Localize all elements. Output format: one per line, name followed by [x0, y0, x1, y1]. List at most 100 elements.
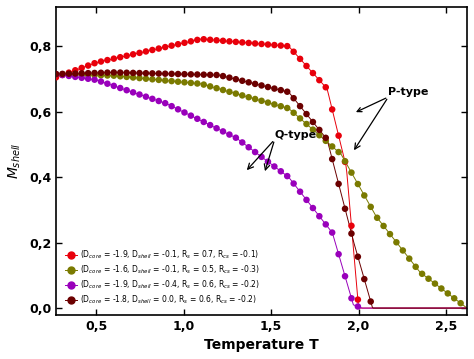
- (D$_{core}$ = -1.8, D$_{shell}$ = 0.0, R$_s$ = 0.6, R$_{cs}$ = -0.2): [78, 70, 85, 76]
- (D$_{core}$ = -1.9, D$_{shell}$ = -0.1, R$_s$ = 0.7, R$_{cs}$ = -0.1): [174, 41, 182, 47]
- (D$_{core}$ = -1.8, D$_{shell}$ = 0.0, R$_s$ = 0.6, R$_{cs}$ = -0.2): [148, 70, 156, 76]
- (D$_{core}$ = -1.8, D$_{shell}$ = 0.0, R$_s$ = 0.6, R$_{cs}$ = -0.2): [347, 231, 355, 237]
- (D$_{core}$ = -1.8, D$_{shell}$ = 0.0, R$_s$ = 0.6, R$_{cs}$ = -0.2): [361, 276, 368, 282]
- (D$_{core}$ = -1.8, D$_{shell}$ = 0.0, R$_s$ = 0.6, R$_{cs}$ = -0.2): [142, 70, 150, 76]
- (D$_{core}$ = -1.8, D$_{shell}$ = 0.0, R$_s$ = 0.6, R$_{cs}$ = -0.2): [226, 75, 233, 80]
- (D$_{core}$ = -1.9, D$_{shell}$ = -0.1, R$_s$ = 0.7, R$_{cs}$ = -0.1): [97, 59, 105, 64]
- (D$_{core}$ = -1.9, D$_{shell}$ = -0.4, R$_s$ = 0.6, R$_{cs}$ = -0.2): [136, 92, 143, 97]
- (D$_{core}$ = -1.8, D$_{shell}$ = 0.0, R$_s$ = 0.6, R$_{cs}$ = -0.2): [65, 71, 73, 76]
- (D$_{core}$ = -1.6, D$_{shell}$ = -0.1, R$_s$ = 0.5, R$_{cs}$ = -0.3): [367, 204, 374, 210]
- (D$_{core}$ = -1.6, D$_{shell}$ = -0.1, R$_s$ = 0.5, R$_{cs}$ = -0.3): [380, 223, 387, 229]
- (D$_{core}$ = -1.6, D$_{shell}$ = -0.1, R$_s$ = 0.5, R$_{cs}$ = -0.3): [354, 181, 362, 187]
- (D$_{core}$ = -1.8, D$_{shell}$ = 0.0, R$_s$ = 0.6, R$_{cs}$ = -0.2): [316, 127, 323, 133]
- (D$_{core}$ = -1.8, D$_{shell}$ = 0.0, R$_s$ = 0.6, R$_{cs}$ = -0.2): [264, 84, 272, 90]
- (D$_{core}$ = -1.8, D$_{shell}$ = 0.0, R$_s$ = 0.6, R$_{cs}$ = -0.2): [59, 71, 66, 77]
- (D$_{core}$ = -1.9, D$_{shell}$ = -0.4, R$_s$ = 0.6, R$_{cs}$ = -0.2): [296, 189, 304, 195]
- (D$_{core}$ = -1.6, D$_{shell}$ = -0.1, R$_s$ = 0.5, R$_{cs}$ = -0.3): [457, 300, 465, 306]
- (D$_{core}$ = -1.6, D$_{shell}$ = -0.1, R$_s$ = 0.5, R$_{cs}$ = -0.3): [72, 72, 79, 78]
- (D$_{core}$ = -1.8, D$_{shell}$ = 0.0, R$_s$ = 0.6, R$_{cs}$ = -0.2): [187, 71, 195, 77]
- (D$_{core}$ = -1.9, D$_{shell}$ = -0.1, R$_s$ = 0.7, R$_{cs}$ = -0.1): [72, 67, 79, 73]
- (D$_{core}$ = -1.6, D$_{shell}$ = -0.1, R$_s$ = 0.5, R$_{cs}$ = -0.3): [110, 73, 118, 79]
- (D$_{core}$ = -1.6, D$_{shell}$ = -0.1, R$_s$ = 0.5, R$_{cs}$ = -0.3): [361, 192, 368, 198]
- (D$_{core}$ = -1.6, D$_{shell}$ = -0.1, R$_s$ = 0.5, R$_{cs}$ = -0.3): [341, 158, 349, 164]
- (D$_{core}$ = -1.9, D$_{shell}$ = -0.1, R$_s$ = 0.7, R$_{cs}$ = -0.1): [238, 39, 246, 45]
- (D$_{core}$ = -1.8, D$_{shell}$ = 0.0, R$_s$ = 0.6, R$_{cs}$ = -0.2): [290, 95, 298, 101]
- (D$_{core}$ = -1.9, D$_{shell}$ = -0.4, R$_s$ = 0.6, R$_{cs}$ = -0.2): [226, 132, 233, 137]
- (D$_{core}$ = -1.6, D$_{shell}$ = -0.1, R$_s$ = 0.5, R$_{cs}$ = -0.3): [187, 80, 195, 86]
- (D$_{core}$ = -1.9, D$_{shell}$ = -0.4, R$_s$ = 0.6, R$_{cs}$ = -0.2): [309, 205, 317, 211]
- (D$_{core}$ = -1.9, D$_{shell}$ = -0.4, R$_s$ = 0.6, R$_{cs}$ = -0.2): [341, 273, 349, 279]
- (D$_{core}$ = -1.8, D$_{shell}$ = 0.0, R$_s$ = 0.6, R$_{cs}$ = -0.2): [283, 89, 291, 94]
- (D$_{core}$ = -1.6, D$_{shell}$ = -0.1, R$_s$ = 0.5, R$_{cs}$ = -0.3): [444, 290, 452, 296]
- Legend: (D$_{core}$ = -1.9, D$_{shell}$ = -0.1, R$_s$ = 0.7, R$_{cs}$ = -0.1), (D$_{core: (D$_{core}$ = -1.9, D$_{shell}$ = -0.1, …: [64, 247, 261, 308]
- (D$_{core}$ = -1.9, D$_{shell}$ = -0.1, R$_s$ = 0.7, R$_{cs}$ = -0.1): [316, 77, 323, 83]
- (D$_{core}$ = -1.6, D$_{shell}$ = -0.1, R$_s$ = 0.5, R$_{cs}$ = -0.3): [405, 256, 413, 261]
- (D$_{core}$ = -1.8, D$_{shell}$ = 0.0, R$_s$ = 0.6, R$_{cs}$ = -0.2): [168, 71, 175, 77]
- Text: P-type: P-type: [388, 87, 428, 97]
- (D$_{core}$ = -1.6, D$_{shell}$ = -0.1, R$_s$ = 0.5, R$_{cs}$ = -0.3): [399, 248, 407, 253]
- (D$_{core}$ = -1.6, D$_{shell}$ = -0.1, R$_s$ = 0.5, R$_{cs}$ = -0.3): [328, 144, 336, 149]
- (D$_{core}$ = -1.6, D$_{shell}$ = -0.1, R$_s$ = 0.5, R$_{cs}$ = -0.3): [78, 72, 85, 78]
- (D$_{core}$ = -1.9, D$_{shell}$ = -0.4, R$_s$ = 0.6, R$_{cs}$ = -0.2): [303, 197, 310, 203]
- (D$_{core}$ = -1.9, D$_{shell}$ = -0.4, R$_s$ = 0.6, R$_{cs}$ = -0.2): [155, 98, 163, 104]
- (D$_{core}$ = -1.9, D$_{shell}$ = -0.1, R$_s$ = 0.7, R$_{cs}$ = -0.1): [91, 60, 98, 66]
- (D$_{core}$ = -1.9, D$_{shell}$ = -0.4, R$_s$ = 0.6, R$_{cs}$ = -0.2): [258, 154, 265, 160]
- (D$_{core}$ = -1.8, D$_{shell}$ = 0.0, R$_s$ = 0.6, R$_{cs}$ = -0.2): [110, 70, 118, 75]
- (D$_{core}$ = -1.6, D$_{shell}$ = -0.1, R$_s$ = 0.5, R$_{cs}$ = -0.3): [219, 87, 227, 93]
- (D$_{core}$ = -1.6, D$_{shell}$ = -0.1, R$_s$ = 0.5, R$_{cs}$ = -0.3): [238, 93, 246, 98]
- (D$_{core}$ = -1.9, D$_{shell}$ = -0.4, R$_s$ = 0.6, R$_{cs}$ = -0.2): [168, 103, 175, 109]
- (D$_{core}$ = -1.9, D$_{shell}$ = -0.1, R$_s$ = 0.7, R$_{cs}$ = -0.1): [219, 38, 227, 44]
- (D$_{core}$ = -1.9, D$_{shell}$ = -0.4, R$_s$ = 0.6, R$_{cs}$ = -0.2): [123, 87, 130, 93]
- (D$_{core}$ = -1.8, D$_{shell}$ = 0.0, R$_s$ = 0.6, R$_{cs}$ = -0.2): [238, 78, 246, 84]
- (D$_{core}$ = -1.6, D$_{shell}$ = -0.1, R$_s$ = 0.5, R$_{cs}$ = -0.3): [335, 149, 342, 155]
- (D$_{core}$ = -1.9, D$_{shell}$ = -0.1, R$_s$ = 0.7, R$_{cs}$ = -0.1): [129, 51, 137, 57]
- (D$_{core}$ = -1.9, D$_{shell}$ = -0.1, R$_s$ = 0.7, R$_{cs}$ = -0.1): [232, 39, 240, 45]
- (D$_{core}$ = -1.6, D$_{shell}$ = -0.1, R$_s$ = 0.5, R$_{cs}$ = -0.3): [347, 170, 355, 176]
- (D$_{core}$ = -1.9, D$_{shell}$ = -0.4, R$_s$ = 0.6, R$_{cs}$ = -0.2): [271, 164, 278, 169]
- (D$_{core}$ = -1.9, D$_{shell}$ = -0.4, R$_s$ = 0.6, R$_{cs}$ = -0.2): [213, 125, 220, 131]
- (D$_{core}$ = -1.8, D$_{shell}$ = 0.0, R$_s$ = 0.6, R$_{cs}$ = -0.2): [213, 72, 220, 78]
- (D$_{core}$ = -1.6, D$_{shell}$ = -0.1, R$_s$ = 0.5, R$_{cs}$ = -0.3): [193, 81, 201, 87]
- (D$_{core}$ = -1.9, D$_{shell}$ = -0.4, R$_s$ = 0.6, R$_{cs}$ = -0.2): [52, 71, 60, 77]
- (D$_{core}$ = -1.9, D$_{shell}$ = -0.1, R$_s$ = 0.7, R$_{cs}$ = -0.1): [162, 44, 169, 50]
- (D$_{core}$ = -1.6, D$_{shell}$ = -0.1, R$_s$ = 0.5, R$_{cs}$ = -0.3): [104, 73, 111, 78]
- (D$_{core}$ = -1.6, D$_{shell}$ = -0.1, R$_s$ = 0.5, R$_{cs}$ = -0.3): [251, 96, 259, 102]
- (D$_{core}$ = -1.8, D$_{shell}$ = 0.0, R$_s$ = 0.6, R$_{cs}$ = -0.2): [52, 71, 60, 77]
- (D$_{core}$ = -1.9, D$_{shell}$ = -0.1, R$_s$ = 0.7, R$_{cs}$ = -0.1): [290, 49, 298, 55]
- (D$_{core}$ = -1.9, D$_{shell}$ = -0.4, R$_s$ = 0.6, R$_{cs}$ = -0.2): [91, 77, 98, 83]
- (D$_{core}$ = -1.8, D$_{shell}$ = 0.0, R$_s$ = 0.6, R$_{cs}$ = -0.2): [181, 71, 188, 77]
- (D$_{core}$ = -1.6, D$_{shell}$ = -0.1, R$_s$ = 0.5, R$_{cs}$ = -0.3): [316, 132, 323, 138]
- (D$_{core}$ = -1.8, D$_{shell}$ = 0.0, R$_s$ = 0.6, R$_{cs}$ = -0.2): [200, 72, 208, 78]
- (D$_{core}$ = -1.9, D$_{shell}$ = -0.4, R$_s$ = 0.6, R$_{cs}$ = -0.2): [162, 100, 169, 106]
- (D$_{core}$ = -1.6, D$_{shell}$ = -0.1, R$_s$ = 0.5, R$_{cs}$ = -0.3): [277, 103, 284, 109]
- (D$_{core}$ = -1.9, D$_{shell}$ = -0.4, R$_s$ = 0.6, R$_{cs}$ = -0.2): [245, 144, 253, 150]
- (D$_{core}$ = -1.6, D$_{shell}$ = -0.1, R$_s$ = 0.5, R$_{cs}$ = -0.3): [200, 82, 208, 88]
- (D$_{core}$ = -1.9, D$_{shell}$ = -0.4, R$_s$ = 0.6, R$_{cs}$ = -0.2): [78, 75, 85, 81]
- (D$_{core}$ = -1.8, D$_{shell}$ = 0.0, R$_s$ = 0.6, R$_{cs}$ = -0.2): [162, 71, 169, 76]
- (D$_{core}$ = -1.6, D$_{shell}$ = -0.1, R$_s$ = 0.5, R$_{cs}$ = -0.3): [59, 71, 66, 77]
- (D$_{core}$ = -1.6, D$_{shell}$ = -0.1, R$_s$ = 0.5, R$_{cs}$ = -0.3): [226, 89, 233, 95]
- (D$_{core}$ = -1.6, D$_{shell}$ = -0.1, R$_s$ = 0.5, R$_{cs}$ = -0.3): [392, 239, 400, 245]
- (D$_{core}$ = -1.9, D$_{shell}$ = -0.1, R$_s$ = 0.7, R$_{cs}$ = -0.1): [328, 107, 336, 112]
- (D$_{core}$ = -1.6, D$_{shell}$ = -0.1, R$_s$ = 0.5, R$_{cs}$ = -0.3): [431, 281, 439, 286]
- (D$_{core}$ = -1.8, D$_{shell}$ = 0.0, R$_s$ = 0.6, R$_{cs}$ = -0.2): [277, 87, 284, 93]
- (D$_{core}$ = -1.9, D$_{shell}$ = -0.4, R$_s$ = 0.6, R$_{cs}$ = -0.2): [316, 213, 323, 219]
- (D$_{core}$ = -1.9, D$_{shell}$ = -0.1, R$_s$ = 0.7, R$_{cs}$ = -0.1): [258, 41, 265, 47]
- (D$_{core}$ = -1.6, D$_{shell}$ = -0.1, R$_s$ = 0.5, R$_{cs}$ = -0.3): [123, 74, 130, 80]
- (D$_{core}$ = -1.8, D$_{shell}$ = 0.0, R$_s$ = 0.6, R$_{cs}$ = -0.2): [136, 70, 143, 76]
- (D$_{core}$ = -1.9, D$_{shell}$ = -0.4, R$_s$ = 0.6, R$_{cs}$ = -0.2): [181, 109, 188, 115]
- (D$_{core}$ = -1.6, D$_{shell}$ = -0.1, R$_s$ = 0.5, R$_{cs}$ = -0.3): [264, 100, 272, 106]
- (D$_{core}$ = -1.9, D$_{shell}$ = -0.1, R$_s$ = 0.7, R$_{cs}$ = -0.1): [354, 297, 362, 303]
- (D$_{core}$ = -1.8, D$_{shell}$ = 0.0, R$_s$ = 0.6, R$_{cs}$ = -0.2): [335, 181, 342, 187]
- (D$_{core}$ = -1.9, D$_{shell}$ = -0.1, R$_s$ = 0.7, R$_{cs}$ = -0.1): [322, 84, 329, 90]
- (D$_{core}$ = -1.8, D$_{shell}$ = 0.0, R$_s$ = 0.6, R$_{cs}$ = -0.2): [97, 70, 105, 76]
- (D$_{core}$ = -1.9, D$_{shell}$ = -0.1, R$_s$ = 0.7, R$_{cs}$ = -0.1): [187, 38, 195, 44]
- (D$_{core}$ = -1.9, D$_{shell}$ = -0.4, R$_s$ = 0.6, R$_{cs}$ = -0.2): [283, 173, 291, 179]
- (D$_{core}$ = -1.9, D$_{shell}$ = -0.1, R$_s$ = 0.7, R$_{cs}$ = -0.1): [142, 48, 150, 54]
- (D$_{core}$ = -1.9, D$_{shell}$ = -0.4, R$_s$ = 0.6, R$_{cs}$ = -0.2): [129, 89, 137, 95]
- (D$_{core}$ = -1.8, D$_{shell}$ = 0.0, R$_s$ = 0.6, R$_{cs}$ = -0.2): [219, 73, 227, 79]
- (D$_{core}$ = -1.6, D$_{shell}$ = -0.1, R$_s$ = 0.5, R$_{cs}$ = -0.3): [258, 98, 265, 104]
- (D$_{core}$ = -1.9, D$_{shell}$ = -0.4, R$_s$ = 0.6, R$_{cs}$ = -0.2): [347, 295, 355, 301]
- (D$_{core}$ = -1.9, D$_{shell}$ = -0.4, R$_s$ = 0.6, R$_{cs}$ = -0.2): [59, 72, 66, 78]
- (D$_{core}$ = -1.9, D$_{shell}$ = -0.1, R$_s$ = 0.7, R$_{cs}$ = -0.1): [155, 46, 163, 51]
